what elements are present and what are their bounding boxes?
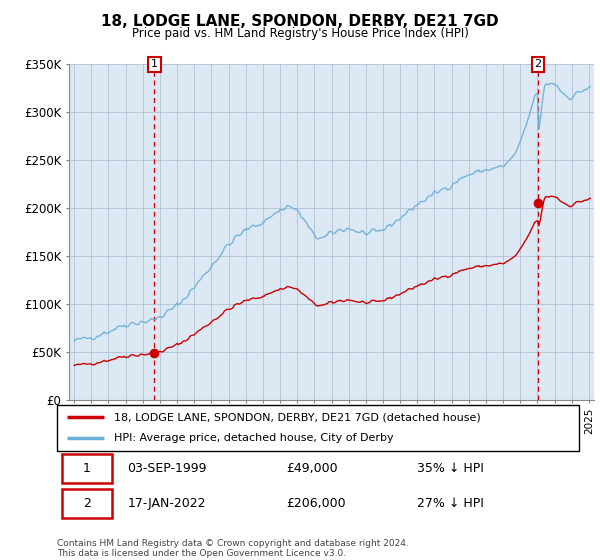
- Text: £49,000: £49,000: [287, 463, 338, 475]
- Text: 1: 1: [83, 463, 91, 475]
- Text: HPI: Average price, detached house, City of Derby: HPI: Average price, detached house, City…: [115, 433, 394, 444]
- Text: 2: 2: [535, 59, 542, 69]
- FancyBboxPatch shape: [62, 454, 112, 483]
- Text: 27% ↓ HPI: 27% ↓ HPI: [417, 497, 484, 510]
- Text: 17-JAN-2022: 17-JAN-2022: [127, 497, 206, 510]
- Text: 1: 1: [151, 59, 158, 69]
- Text: 18, LODGE LANE, SPONDON, DERBY, DE21 7GD (detached house): 18, LODGE LANE, SPONDON, DERBY, DE21 7GD…: [115, 412, 481, 422]
- FancyBboxPatch shape: [62, 489, 112, 517]
- Text: 35% ↓ HPI: 35% ↓ HPI: [417, 463, 484, 475]
- Text: Contains HM Land Registry data © Crown copyright and database right 2024.
This d: Contains HM Land Registry data © Crown c…: [57, 539, 409, 558]
- Text: 18, LODGE LANE, SPONDON, DERBY, DE21 7GD: 18, LODGE LANE, SPONDON, DERBY, DE21 7GD: [101, 14, 499, 29]
- Text: 2: 2: [83, 497, 91, 510]
- Text: Price paid vs. HM Land Registry's House Price Index (HPI): Price paid vs. HM Land Registry's House …: [131, 27, 469, 40]
- Text: 03-SEP-1999: 03-SEP-1999: [127, 463, 207, 475]
- Text: £206,000: £206,000: [287, 497, 346, 510]
- FancyBboxPatch shape: [57, 405, 579, 451]
